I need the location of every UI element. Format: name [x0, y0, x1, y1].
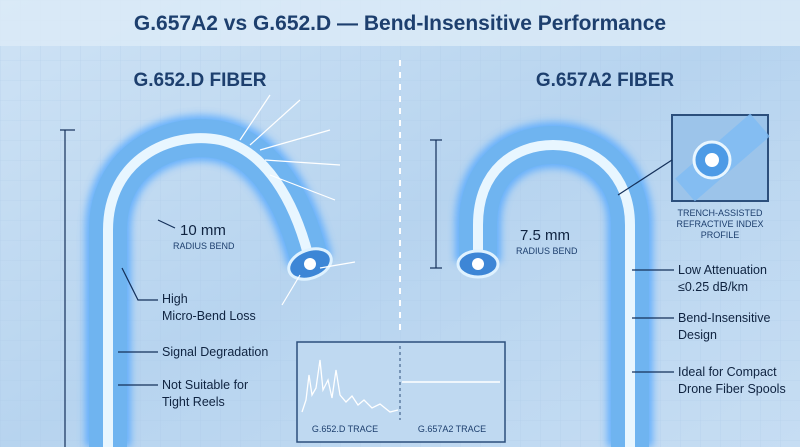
left-callout-line: Tight Reels: [162, 395, 225, 409]
left-fiber: [85, 94, 356, 447]
left-leader-1: [121, 267, 158, 301]
right-callout-line: Bend-Insensitive: [678, 311, 770, 325]
right-callout-line: Drone Fiber Spools: [678, 382, 786, 396]
trace-label: G.652.D TRACE: [312, 424, 378, 434]
title: G.657A2 vs G.652.D — Bend-Insensitive Pe…: [134, 12, 666, 35]
left-callout-line: Signal Degradation: [162, 345, 268, 359]
right-bend-label: RADIUS BEND: [516, 246, 578, 256]
title-band: [0, 0, 800, 46]
inset-caption: REFRACTIVE INDEX: [676, 219, 763, 229]
left-bend-label: RADIUS BEND: [173, 241, 235, 251]
trace-label: G.657A2 TRACE: [418, 424, 486, 434]
inset: [671, 113, 770, 202]
left-bend-pointer: [157, 219, 176, 229]
inset-pointer: [617, 159, 673, 196]
inset-caption: TRENCH-ASSISTED: [677, 208, 763, 218]
left-heading: G.652.D FIBER: [133, 70, 266, 91]
left-callout-line: Micro-Bend Loss: [162, 309, 256, 323]
right-bend-value: 7.5 mm: [520, 227, 570, 244]
left-bend-value: 10 mm: [180, 222, 226, 239]
right-callout-line: Design: [678, 328, 717, 342]
right-callout-line: Low Attenuation: [678, 263, 767, 277]
trace-panel: [296, 341, 506, 443]
left-callout-line: High: [162, 292, 188, 306]
left-callout-line: Not Suitable for: [162, 378, 248, 392]
right-callout-line: ≤0.25 dB/km: [678, 280, 748, 294]
right-callout-line: Ideal for Compact: [678, 365, 777, 379]
right-heading: G.657A2 FIBER: [536, 70, 675, 91]
inset-caption: PROFILE: [701, 230, 740, 240]
